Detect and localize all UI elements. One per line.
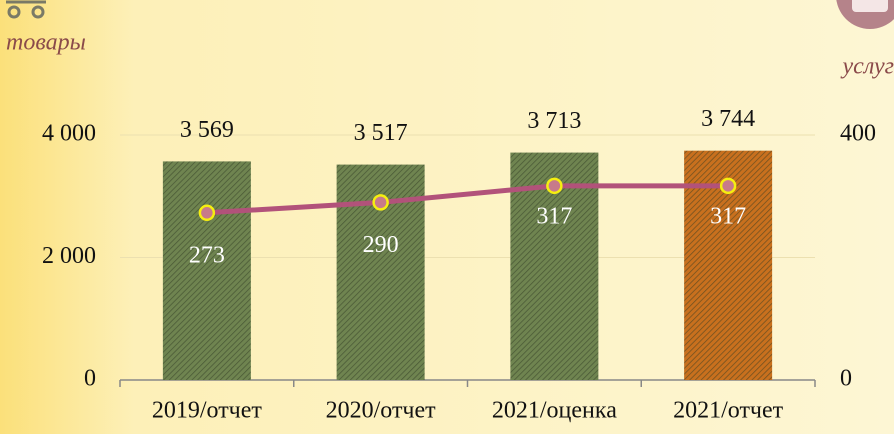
line-marker [546, 177, 563, 195]
bar-value-label: 3 713 [527, 108, 581, 134]
services-label: услуг [841, 54, 894, 80]
y2-tick-label: 0 [840, 366, 852, 392]
goods-label: товары [6, 30, 86, 56]
cart-icon [6, 0, 46, 19]
x-tick-label: 2019/отчет [152, 398, 263, 424]
x-tick-label: 2021/оценка [492, 398, 617, 424]
bar-value-label: 3 517 [354, 120, 408, 146]
bar-value-label: 3 744 [701, 106, 755, 132]
line-value-label: 317 [710, 203, 746, 229]
line-value-label: 273 [189, 242, 225, 268]
line-marker [372, 194, 389, 211]
line-marker [198, 204, 216, 222]
line-value-label: 317 [536, 203, 572, 229]
y-tick-label: 4 000 [42, 121, 96, 147]
bar-value-label: 3 569 [180, 117, 234, 143]
line [206, 183, 729, 216]
bar [162, 161, 251, 380]
y2-tick-label: 400 [840, 121, 876, 147]
y-tick-label: 2 000 [42, 243, 96, 269]
service-icon [836, 0, 894, 29]
line-value-label: 290 [363, 232, 399, 258]
x-tick-label: 2020/отчет [326, 398, 437, 424]
line-marker [719, 177, 737, 195]
x-tick-label: 2021/отчет [673, 398, 784, 424]
y-tick-label: 0 [84, 366, 96, 392]
